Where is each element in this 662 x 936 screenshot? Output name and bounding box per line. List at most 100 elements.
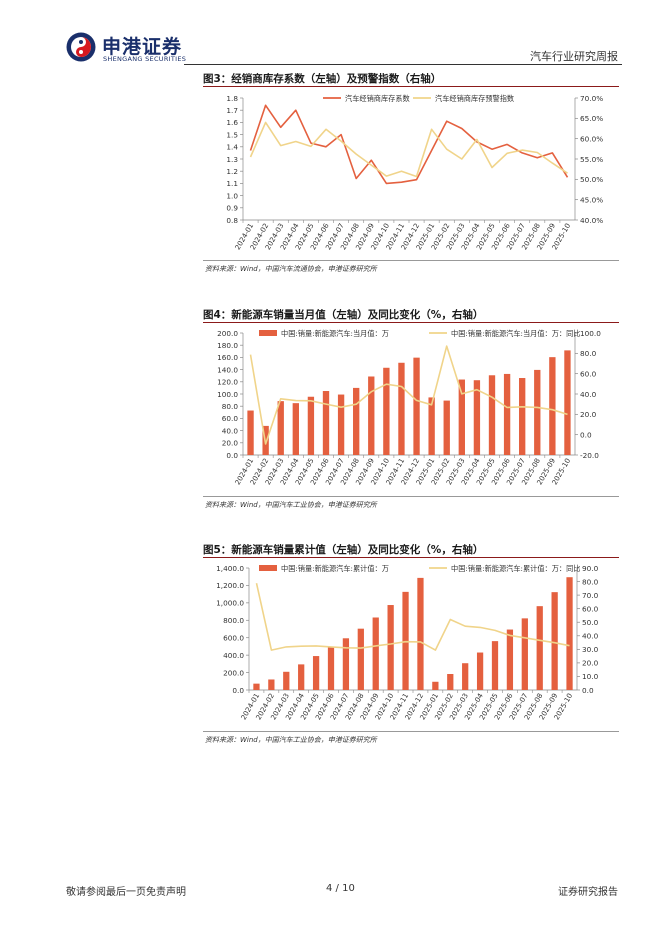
bar-2025-05 — [491, 641, 499, 690]
report-type: 汽车行业研究周报 — [530, 50, 618, 63]
right-axis-tick-label: 40.0% — [580, 216, 603, 225]
bar-2025-03 — [458, 379, 465, 455]
footer-label: 证券研究报告 — [558, 887, 618, 898]
bar-2025-05 — [488, 375, 496, 455]
right-axis-tick-label: 50.0 — [582, 618, 599, 627]
left-axis-tick-label: 100.0 — [217, 390, 238, 399]
figure-4-chart: 0.0 20.0 40.0 60.0 80.0 100.0 120.0 140.0 160.0 1… — [217, 329, 601, 487]
legend-label: 中国:销量:新能源汽车:累计值：万 — [281, 564, 389, 573]
figure-5-title: 图5：新能源车销量累计值（左轴）及同比变化（%，右轴） — [203, 544, 484, 556]
right-axis-tick-label: 100.0 — [580, 329, 601, 338]
figure-5-chart: 0.0 200.0 400.0 600.0 800.0 1,000.0 1,200.0 1,4… — [216, 564, 599, 722]
left-axis-tick-label: 140.0 — [217, 365, 238, 374]
left-axis-tick-label: 1.4 — [226, 143, 238, 152]
figure-3-source: 资料来源：Wind，中国汽车流通协会，申港证券研究所 — [205, 265, 377, 273]
bar-2024-01 — [253, 683, 260, 690]
bar-2025-10 — [566, 577, 573, 690]
left-axis-tick-label: 180.0 — [217, 341, 238, 350]
left-axis-tick-label: 20.0 — [222, 439, 239, 448]
left-axis-tick-label: 200.0 — [223, 668, 244, 677]
left-axis-tick-label: 1,000.0 — [216, 599, 244, 608]
figure-4-source: 资料来源：Wind，中国汽车工业协会，申港证券研究所 — [205, 501, 377, 509]
right-axis-tick-label: 90.0 — [582, 564, 599, 573]
logo: 申港证券 SHENGANG SECURITIES — [66, 32, 206, 66]
bar-2025-04 — [476, 652, 484, 690]
bar-2024-07 — [337, 394, 345, 455]
bar-2025-01 — [428, 397, 435, 455]
bar-2025-07 — [519, 378, 526, 455]
left-axis-tick-label: 0.0 — [232, 686, 244, 695]
left-axis-tick-label: 600.0 — [223, 634, 244, 643]
series-line-1 — [255, 583, 570, 651]
left-axis-tick-label: 400.0 — [223, 651, 244, 660]
legend-label: 中国:销量:新能源汽车:当月值：万 — [281, 329, 389, 338]
figure-4-title-rule — [203, 322, 619, 323]
figure-4-source-rule — [203, 496, 619, 497]
right-axis-tick-label: 20.0 — [582, 659, 599, 668]
header-divider — [184, 64, 622, 65]
left-axis-tick-label: 1.5 — [226, 130, 238, 139]
left-axis-tick-label: 1.8 — [226, 94, 238, 103]
left-axis-tick-label: 120.0 — [217, 378, 238, 387]
bar-2024-02 — [268, 679, 275, 690]
left-axis-tick-label: 1,400.0 — [216, 564, 244, 573]
figure-5-source: 资料来源：Wind，中国汽车工业协会，申港证券研究所 — [205, 736, 377, 744]
left-axis-tick-label: 1,200.0 — [216, 581, 244, 590]
series-line-1 — [249, 121, 568, 178]
footer-disclaimer: 敬请参阅最后一页免责声明 — [66, 887, 186, 898]
right-axis-tick-label: 45.0% — [580, 195, 603, 204]
left-axis-tick-label: 0.0 — [226, 451, 238, 460]
right-axis-tick-label: 60.0% — [580, 134, 603, 143]
right-axis-tick-label: 65.0% — [580, 114, 603, 123]
left-axis-tick-label: 60.0 — [222, 414, 239, 423]
legend-label: 汽车经销商库存预警指数 — [435, 94, 514, 103]
left-axis-tick-label: 1.6 — [226, 118, 238, 127]
right-axis-tick-label: 30.0 — [582, 645, 599, 654]
right-axis-tick-label: 70.0 — [582, 591, 599, 600]
left-axis-tick-label: 1.0 — [226, 191, 238, 200]
logo-text-cn: 申港证券 — [102, 36, 183, 58]
right-axis-tick-label: 60.0 — [582, 604, 599, 613]
left-axis-tick-label: 1.1 — [226, 179, 238, 188]
bar-2024-03 — [283, 671, 290, 690]
figure-3-source-rule — [203, 260, 619, 261]
right-axis-tick-label: 0.0 — [580, 430, 592, 439]
logo-mark-icon — [66, 32, 96, 62]
bar-2025-06 — [503, 373, 511, 455]
bar-2024-12 — [413, 357, 420, 455]
bar-2024-08 — [357, 628, 364, 690]
page-number: 4 / 10 — [326, 883, 355, 894]
right-axis-tick-label: 40.0 — [582, 632, 599, 641]
legend-label: 中国:销量:新能源汽车:当月值：万：同比 — [451, 329, 580, 338]
bar-2025-08 — [536, 606, 543, 690]
bar-2025-06 — [506, 629, 514, 690]
right-axis-tick-label: 60.0 — [580, 369, 597, 378]
left-axis-tick-label: 0.9 — [226, 204, 238, 213]
right-axis-tick-label: 70.0% — [580, 94, 603, 103]
bar-2024-10 — [383, 367, 390, 455]
bar-2024-09 — [368, 376, 375, 455]
legend-swatch-bar — [259, 565, 277, 571]
legend-swatch-bar — [259, 330, 277, 336]
bar-2025-10 — [564, 350, 571, 455]
right-axis-tick-label: -20.0 — [580, 451, 599, 460]
bar-2024-04 — [298, 664, 305, 690]
bar-2024-10 — [387, 605, 394, 690]
legend-label: 中国:销量:新能源汽车:累计值：万：同比 — [451, 564, 580, 573]
bar-2024-11 — [398, 362, 405, 455]
right-axis-tick-label: 0.0 — [582, 686, 594, 695]
series-line-0 — [249, 104, 569, 185]
bar-2024-06 — [322, 391, 330, 455]
bar-2024-04 — [292, 403, 299, 455]
right-axis-tick-label: 80.0 — [580, 349, 597, 358]
bar-2025-08 — [534, 369, 541, 455]
bar-2024-12 — [417, 577, 424, 690]
bar-2025-07 — [521, 618, 528, 690]
bar-2025-03 — [462, 663, 469, 690]
figure-3-chart: 0.8 0.9 1.0 1.1 1.2 1.3 1.4 1.5 1.6 1.7 1.8 40.0% 45… — [226, 94, 603, 252]
bar-2025-02 — [443, 400, 450, 455]
left-axis-tick-label: 0.8 — [226, 216, 238, 225]
right-axis-tick-label: 80.0 — [582, 577, 599, 586]
bar-2024-06 — [327, 646, 335, 690]
right-axis-tick-label: 20.0 — [580, 410, 597, 419]
